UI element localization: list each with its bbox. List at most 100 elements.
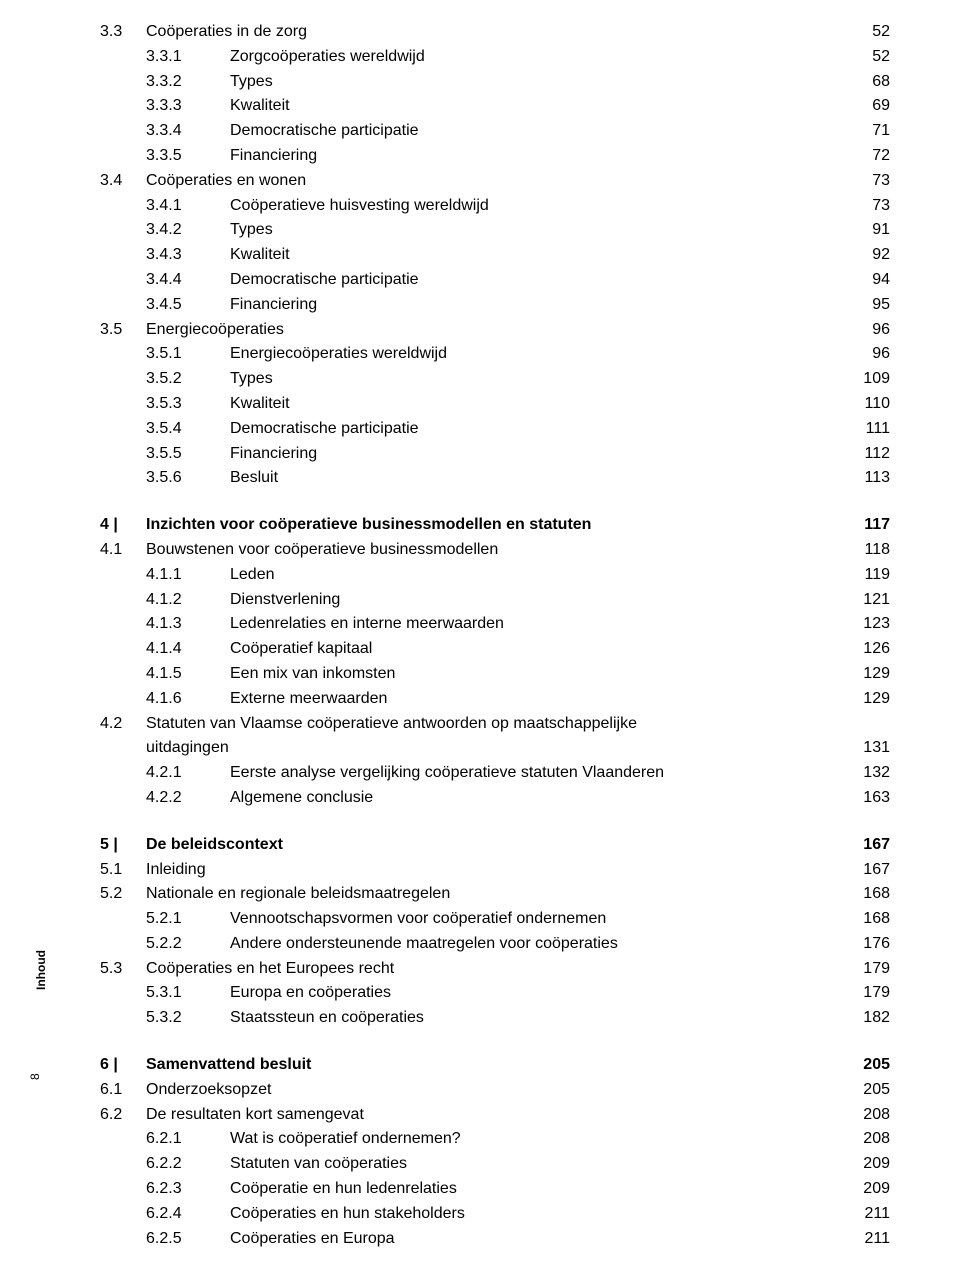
toc-entry-page: 163	[850, 786, 890, 811]
toc-entry-number: 3.5.6	[100, 466, 230, 491]
toc-entry-page: 179	[850, 981, 890, 1006]
toc-row: 6.1Onderzoeksopzet205	[100, 1078, 890, 1103]
toc-row: 5.2.2Andere ondersteunende maatregelen v…	[100, 932, 890, 957]
toc-gap	[100, 811, 890, 833]
toc-row: 3.4.4Democratische participatie94	[100, 268, 890, 293]
toc-entry-label: Democratische participatie	[230, 417, 850, 442]
toc-row: 6.2De resultaten kort samengevat208	[100, 1103, 890, 1128]
toc-entry-label: Statuten van coöperaties	[230, 1152, 850, 1177]
toc-entry-page: 68	[850, 70, 890, 95]
toc-entry-page: 69	[850, 94, 890, 119]
toc-entry-page: 129	[850, 662, 890, 687]
toc-row: 5.3.1Europa en coöperaties179	[100, 981, 890, 1006]
toc-entry-label: Financiering	[230, 293, 850, 318]
toc-entry-label: Coöperatief kapitaal	[230, 637, 850, 662]
toc-entry-page: 208	[850, 1127, 890, 1152]
toc-entry-page: 205	[850, 1078, 890, 1103]
toc-entry-label: Financiering	[230, 144, 850, 169]
toc-entry-label: Energiecoöperaties	[146, 318, 850, 343]
toc-row: 6.2.5Coöperaties en Europa211	[100, 1227, 890, 1252]
toc-entry-number: 6.1	[100, 1078, 146, 1103]
toc-entry-number: 4.1.6	[100, 687, 230, 712]
toc-entry-page: 96	[850, 342, 890, 367]
toc-entry-number: 3.4.5	[100, 293, 230, 318]
toc-row: 3.5.3Kwaliteit110	[100, 392, 890, 417]
toc-entry-label: Democratische participatie	[230, 268, 850, 293]
toc-row: 5.1Inleiding167	[100, 858, 890, 883]
toc-entry-label: Types	[230, 367, 850, 392]
toc-entry-page: 73	[850, 169, 890, 194]
toc-entry-page: 113	[850, 466, 890, 491]
toc-entry-number: 4.1.2	[100, 588, 230, 613]
side-page-number: 8	[28, 1073, 42, 1080]
toc-row: uitdagingen131	[100, 736, 890, 761]
toc-entry-number: 3.5.5	[100, 442, 230, 467]
toc-row: 3.5.4Democratische participatie111	[100, 417, 890, 442]
toc-row: 3.3.3Kwaliteit69	[100, 94, 890, 119]
toc-entry-label: Financiering	[230, 442, 850, 467]
toc-entry-number: 6.2.5	[100, 1227, 230, 1252]
toc-entry-page: 112	[850, 442, 890, 467]
toc-row: 3.3.2Types68	[100, 70, 890, 95]
toc-entry-label: De resultaten kort samengevat	[146, 1103, 850, 1128]
toc-row: 3.4.2Types91	[100, 218, 890, 243]
toc-entry-page: 94	[850, 268, 890, 293]
toc-entry-number: 3.5.4	[100, 417, 230, 442]
toc-entry-number: 3.4.1	[100, 194, 230, 219]
toc-row: 3.5.5Financiering112	[100, 442, 890, 467]
toc-entry-number: 3.3.3	[100, 94, 230, 119]
toc-entry-number: 6.2	[100, 1103, 146, 1128]
toc-entry-number: 5 |	[100, 833, 146, 858]
toc-row: 3.5.1Energiecoöperaties wereldwijd96	[100, 342, 890, 367]
toc-row: 6.2.3Coöperatie en hun ledenrelaties209	[100, 1177, 890, 1202]
toc-entry-label: Samenvattend besluit	[146, 1053, 850, 1078]
toc-entry-label: Coöperaties en Europa	[230, 1227, 850, 1252]
toc-row: 3.3.5Financiering72	[100, 144, 890, 169]
toc-entry-label: Coöperaties in de zorg	[146, 20, 850, 45]
toc-row: 4.2Statuten van Vlaamse coöperatieve ant…	[100, 712, 890, 737]
toc-entry-page: 168	[850, 907, 890, 932]
toc-entry-page: 205	[850, 1053, 890, 1078]
toc-entry-label: Inzichten voor coöperatieve businessmode…	[146, 513, 850, 538]
toc-entry-number: 4.1.4	[100, 637, 230, 662]
toc-entry-number: 4.1.3	[100, 612, 230, 637]
toc-entry-number: 4.2.1	[100, 761, 230, 786]
toc-entry-number: 6.2.1	[100, 1127, 230, 1152]
toc-entry-page: 167	[850, 833, 890, 858]
toc-entry-page: 123	[850, 612, 890, 637]
toc-entry-number: 3.5.1	[100, 342, 230, 367]
toc-page: Inhoud 8 3.3Coöperaties in de zorg523.3.…	[0, 20, 960, 1251]
toc-row: 3.3.1Zorgcoöperaties wereldwijd52	[100, 45, 890, 70]
toc-entry-page: 52	[850, 45, 890, 70]
toc-entry-label: Kwaliteit	[230, 243, 850, 268]
toc-entry-label: Inleiding	[146, 858, 850, 883]
toc-row: 3.4.1Coöperatieve huisvesting wereldwijd…	[100, 194, 890, 219]
toc-row: 6 |Samenvattend besluit205	[100, 1053, 890, 1078]
toc-row: 6.2.1Wat is coöperatief ondernemen?208	[100, 1127, 890, 1152]
toc-entry-page: 129	[850, 687, 890, 712]
toc-entry-label: Europa en coöperaties	[230, 981, 850, 1006]
toc-row: 3.4Coöperaties en wonen73	[100, 169, 890, 194]
toc-row: 3.5Energiecoöperaties96	[100, 318, 890, 343]
toc-entry-label: Types	[230, 218, 850, 243]
toc-entry-page: 208	[850, 1103, 890, 1128]
toc-entry-page: 126	[850, 637, 890, 662]
toc-entry-number: 4 |	[100, 513, 146, 538]
toc-entry-number: 3.4	[100, 169, 146, 194]
toc-row: 4.2.2Algemene conclusie163	[100, 786, 890, 811]
toc-row: 4.1.6Externe meerwaarden129	[100, 687, 890, 712]
toc-row: 5.2Nationale en regionale beleidsmaatreg…	[100, 882, 890, 907]
toc-entry-page: 117	[850, 513, 890, 538]
toc-entry-page: 176	[850, 932, 890, 957]
toc-entry-label: Coöperaties en wonen	[146, 169, 850, 194]
toc-gap	[100, 491, 890, 513]
toc-entry-number: 5.2.2	[100, 932, 230, 957]
toc-entry-number: 5.2	[100, 882, 146, 907]
toc-entry-number: 3.4.3	[100, 243, 230, 268]
toc-row: 6.2.4Coöperaties en hun stakeholders211	[100, 1202, 890, 1227]
toc-entry-label: Types	[230, 70, 850, 95]
toc-entry-label: Dienstverlening	[230, 588, 850, 613]
toc-entry-page: 110	[850, 392, 890, 417]
toc-entry-label: Coöperaties en het Europees recht	[146, 957, 850, 982]
toc-entry-number: 3.3	[100, 20, 146, 45]
